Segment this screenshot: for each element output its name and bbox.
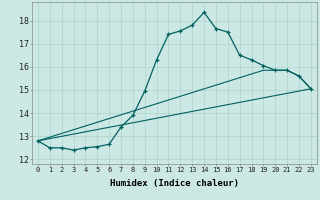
X-axis label: Humidex (Indice chaleur): Humidex (Indice chaleur) xyxy=(110,179,239,188)
